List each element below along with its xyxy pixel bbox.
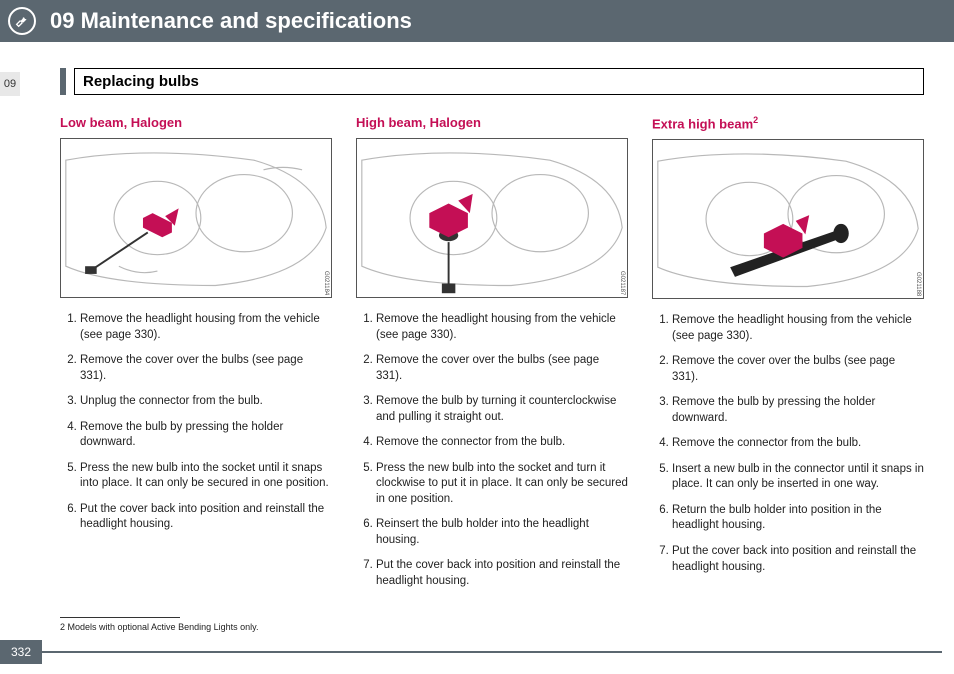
step-item: Press the new bulb into the socket until… (80, 461, 332, 492)
column-low-beam: Low beam, Halogen (60, 115, 332, 599)
page-content: Replacing bulbs Low beam, Halogen (0, 42, 954, 632)
step-item: Remove the cover over the bulbs (see pag… (672, 354, 924, 385)
instruction-columns: Low beam, Halogen (60, 115, 924, 599)
footnote-marker: 2 (753, 115, 758, 125)
column-heading: High beam, Halogen (356, 115, 628, 130)
wrench-icon (8, 7, 36, 35)
diagram-id: G021184 (323, 271, 329, 295)
footer-line (42, 651, 942, 653)
footnote-text: 2 Models with optional Active Bending Li… (60, 622, 924, 632)
chapter-side-tab: 09 (0, 72, 20, 96)
diagram-id: G021188 (915, 272, 921, 296)
step-item: Remove the connector from the bulb. (672, 436, 924, 452)
step-item: Put the cover back into position and rei… (672, 544, 924, 575)
steps-list: Remove the headlight housing from the ve… (60, 312, 332, 533)
column-heading: Low beam, Halogen (60, 115, 332, 130)
step-item: Remove the headlight housing from the ve… (672, 313, 924, 344)
step-item: Press the new bulb into the socket and t… (376, 461, 628, 508)
diagram-high-beam: G021187 (356, 138, 628, 298)
page-footer: 332 (0, 640, 942, 664)
step-item: Remove the headlight housing from the ve… (80, 312, 332, 343)
footnote-rule (60, 617, 180, 618)
step-item: Remove the cover over the bulbs (see pag… (376, 353, 628, 384)
chapter-title: 09 Maintenance and specifications (50, 8, 412, 34)
step-item: Remove the bulb by pressing the holder d… (672, 395, 924, 426)
step-item: Unplug the connector from the bulb. (80, 394, 332, 410)
column-high-beam: High beam, Halogen (356, 115, 628, 599)
diagram-id: G021187 (619, 271, 625, 295)
column-extra-high-beam: Extra high beam2 G021188 (652, 115, 924, 599)
section-accent-bar (60, 68, 66, 95)
chapter-header: 09 Maintenance and specifications (0, 0, 954, 42)
step-item: Return the bulb holder into position in … (672, 503, 924, 534)
steps-list: Remove the headlight housing from the ve… (652, 313, 924, 575)
column-heading-text: Low beam, Halogen (60, 115, 182, 130)
column-heading-text: Extra high beam (652, 116, 753, 131)
step-item: Put the cover back into position and rei… (80, 502, 332, 533)
step-item: Remove the bulb by pressing the holder d… (80, 420, 332, 451)
step-item: Remove the bulb by turning it counterclo… (376, 394, 628, 425)
steps-list: Remove the headlight housing from the ve… (356, 312, 628, 589)
step-item: Insert a new bulb in the connector until… (672, 462, 924, 493)
section-heading-row: Replacing bulbs (60, 68, 924, 95)
step-item: Remove the headlight housing from the ve… (376, 312, 628, 343)
page-number: 332 (0, 640, 42, 664)
step-item: Remove the connector from the bulb. (376, 435, 628, 451)
step-item: Reinsert the bulb holder into the headli… (376, 517, 628, 548)
step-item: Put the cover back into position and rei… (376, 558, 628, 589)
diagram-low-beam: G021184 (60, 138, 332, 298)
section-title: Replacing bulbs (74, 68, 924, 95)
column-heading-text: High beam, Halogen (356, 115, 481, 130)
step-item: Remove the cover over the bulbs (see pag… (80, 353, 332, 384)
column-heading: Extra high beam2 (652, 115, 924, 131)
diagram-extra-high-beam: G021188 (652, 139, 924, 299)
